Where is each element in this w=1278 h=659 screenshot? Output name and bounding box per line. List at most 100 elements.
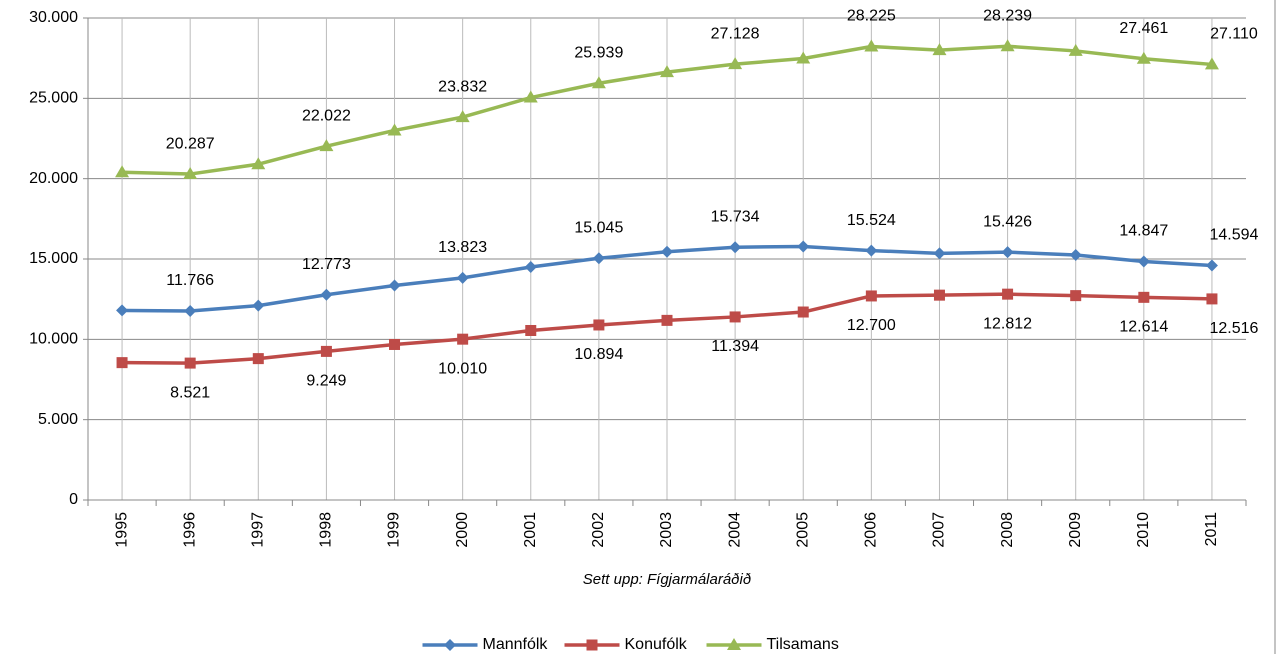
data-label: 10.894 [574,346,623,363]
x-tick-label: 1997 [250,512,267,548]
marker [456,271,469,284]
y-tick-label: 5.000 [38,411,78,428]
marker [1069,248,1082,261]
x-tick-label: 2000 [454,512,471,548]
data-label: 14.594 [1209,227,1258,244]
marker [727,638,741,650]
x-tick-label: 2010 [1135,512,1152,548]
marker [1205,259,1218,272]
marker [320,345,332,357]
data-label: 12.614 [1119,319,1168,336]
marker [592,252,605,265]
x-tick-label: 2002 [590,512,607,548]
marker [389,338,401,350]
marker [252,353,264,365]
x-tick-label: 2008 [999,512,1016,548]
data-label: 28.225 [847,8,896,25]
x-tick-label: 2011 [1203,512,1220,547]
data-label: 20.287 [166,135,215,152]
marker [457,333,469,345]
marker [660,65,674,78]
data-label: 12.812 [983,315,1032,332]
marker [524,261,537,274]
data-label: 27.110 [1210,26,1258,43]
marker [252,299,265,312]
data-label: 12.516 [1209,320,1258,337]
marker [729,241,742,254]
marker [1137,255,1150,268]
marker [728,57,743,70]
y-tick-label: 0 [69,491,78,508]
data-label: 11.766 [166,272,214,289]
data-label: 15.045 [574,219,623,236]
marker [796,51,811,64]
x-tick-label: 2001 [522,512,539,548]
x-tick-label: 2005 [794,512,811,548]
y-tick-label: 10.000 [29,331,78,348]
marker [184,304,197,317]
x-tick-label: 1999 [386,512,403,548]
marker [865,244,878,257]
marker [116,304,129,317]
marker [797,306,809,318]
marker [1136,51,1151,64]
marker [593,319,605,331]
x-tick-label: 2003 [658,512,675,548]
marker [1070,290,1082,302]
data-label: 15.426 [983,213,1032,230]
data-label: 11.394 [711,338,759,355]
marker [933,247,946,260]
marker [1000,39,1015,52]
marker [444,639,456,651]
data-label: 23.832 [438,78,487,95]
y-tick-label: 15.000 [29,250,78,267]
data-label: 12.700 [847,317,896,334]
legend-label: Konufólk [625,636,688,653]
data-label: 15.734 [711,208,760,225]
marker [184,357,196,369]
marker [661,245,673,258]
marker [251,157,266,170]
marker [388,279,401,292]
y-tick-label: 30.000 [29,9,78,26]
marker [864,39,879,52]
marker [319,139,334,152]
marker [933,289,945,301]
data-label: 8.521 [170,384,210,401]
marker [320,288,333,301]
x-tick-label: 2009 [1067,512,1084,548]
marker [729,311,741,323]
marker [1204,57,1219,70]
data-label: 27.461 [1119,20,1168,37]
legend-label: Mannfólk [483,636,549,653]
data-label: 25.939 [574,44,623,61]
marker [387,123,402,136]
marker [183,167,198,180]
marker [1138,291,1150,303]
data-label: 27.128 [711,25,760,42]
x-tick-label: 1998 [318,512,335,548]
x-tick-label: 2007 [931,512,948,548]
marker [525,324,537,336]
y-tick-label: 25.000 [29,90,78,107]
data-label: 10.010 [438,360,487,377]
marker [1068,43,1083,56]
data-label: 15.524 [847,212,896,229]
marker [115,165,130,178]
x-tick-label: 1995 [113,512,130,548]
x-tick-label: 2006 [863,512,880,548]
data-label: 13.823 [438,239,487,256]
marker [661,314,673,326]
marker [932,43,947,56]
data-label: 9.249 [306,373,346,390]
marker [1001,246,1014,259]
marker [455,110,470,123]
data-label: 14.847 [1119,223,1168,240]
marker [797,240,810,253]
marker [591,76,606,89]
x-tick-label: 2004 [726,512,743,548]
marker [1002,288,1014,300]
data-label: 12.773 [302,256,351,273]
legend-label: Tilsamans [767,636,839,653]
